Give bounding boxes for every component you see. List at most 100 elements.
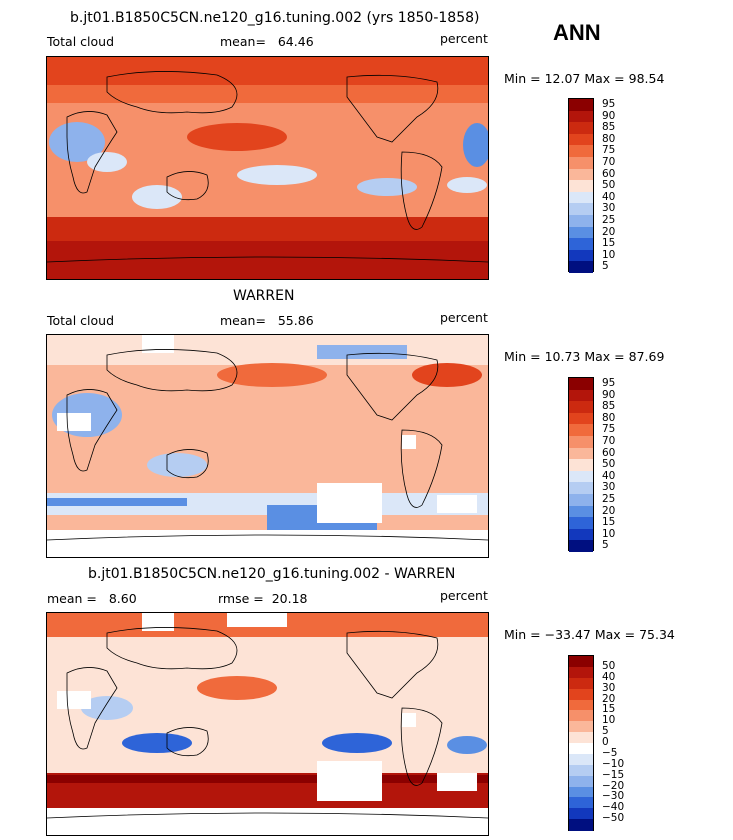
colorbar-swatch (569, 819, 593, 831)
australia-outline (166, 449, 209, 479)
panel2-map (46, 334, 489, 558)
panel3-rmse-text: rmse = (218, 591, 264, 606)
colorbar-label: −5 (602, 746, 618, 759)
subtropical-clear-1 (237, 165, 317, 185)
colorbar-swatch (569, 378, 593, 391)
panel2-range-text: Min = 10.73 Max = 87.69 (504, 349, 665, 364)
north-america-outline (346, 74, 439, 143)
colorbar-label: 20 (602, 692, 616, 705)
panel3-rmse-label: rmse = 20.18 (218, 591, 308, 606)
colorbar-swatch (569, 215, 593, 228)
north-midlat-band (47, 85, 488, 103)
south-america-outline (400, 151, 443, 230)
colorbar-swatch (569, 110, 593, 123)
panel1-units-label: percent (440, 31, 488, 46)
panel2-variable-label: Total cloud (47, 313, 115, 328)
panel1-map-svg (47, 57, 488, 279)
colorbar-label: 50 (602, 458, 616, 471)
panel3-rmse-value: 20.18 (271, 591, 308, 606)
colorbar-swatch (569, 99, 593, 112)
antarctica-outline (47, 812, 488, 819)
colorbar-label: 80 (602, 132, 616, 145)
colorbar-label: 30 (602, 202, 616, 215)
colorbar-label: 60 (602, 167, 616, 180)
colorbar-label: 10 (602, 714, 616, 727)
colorbar-swatch (569, 180, 593, 193)
eurasia-outline (106, 71, 238, 114)
colorbar-swatch (569, 482, 593, 495)
missing-data-1 (142, 335, 174, 353)
arabia-clear-region (87, 152, 127, 172)
missing-data-2 (227, 613, 287, 627)
colorbar-swatch (569, 226, 593, 239)
colorbar-label: 10 (602, 248, 616, 261)
colorbar-label: 30 (602, 481, 616, 494)
arctic-band (47, 335, 488, 365)
south-america-outline (400, 707, 443, 786)
panel2-mean-value: 55.86 (277, 313, 314, 328)
colorbar-swatch (569, 775, 593, 787)
colorbar-label: 50 (602, 659, 616, 672)
colorbar-label: −50 (602, 812, 625, 825)
colorbar-label: 25 (602, 214, 616, 226)
colorbar-swatch (569, 743, 593, 755)
colorbar-swatch (569, 494, 593, 507)
negative-diff-4 (447, 736, 487, 754)
north-america-outline (346, 630, 439, 699)
colorbar-label: 5 (602, 539, 609, 552)
colorbar-label: 85 (602, 121, 616, 134)
season-label: ANN (553, 20, 601, 45)
panel2-map-svg (47, 335, 488, 557)
panel1-map (46, 56, 489, 280)
warm-pool-diff (197, 676, 277, 700)
colorbar-swatch (569, 666, 593, 679)
warm-pool-cloud (187, 123, 287, 151)
colorbar-label: 5 (602, 260, 609, 273)
colorbar-label: 15 (602, 703, 616, 716)
colorbar-label: 0 (602, 736, 609, 748)
colorbar-label: 85 (602, 400, 616, 413)
colorbar-label: −10 (602, 757, 625, 770)
colorbar-swatch (569, 688, 593, 700)
antarctica-missing (47, 808, 488, 835)
africa-outline (66, 111, 118, 194)
colorbar-label: 60 (602, 446, 616, 459)
colorbar-label: 10 (602, 527, 616, 540)
australia-clear (147, 453, 207, 477)
panel3-colorbar-box (568, 655, 594, 831)
panel3-units-label: percent (440, 588, 488, 603)
missing-data-1 (142, 613, 174, 631)
colorbar-swatch (569, 238, 593, 251)
missing-data-5 (317, 761, 382, 801)
colorbar-label: 75 (602, 423, 616, 436)
colorbar-swatch (569, 710, 593, 722)
colorbar-label: 70 (602, 435, 616, 447)
colorbar-label: −30 (602, 790, 625, 803)
panel3-title: b.jt01.B1850C5CN.ne120_g16.tuning.002 - … (88, 566, 456, 582)
colorbar-swatch (569, 699, 593, 711)
subtropical-clear-3 (447, 177, 487, 193)
colorbar-label: 95 (602, 377, 616, 389)
colorbar-label: −15 (602, 768, 625, 781)
atlantic-storm-track (412, 363, 482, 387)
australia-outline (166, 171, 209, 201)
antarctica-outline (47, 534, 488, 541)
southern-max-diff (47, 775, 488, 783)
missing-data-2 (57, 413, 91, 431)
colorbar-label: 5 (602, 725, 609, 738)
colorbar-label: 30 (602, 681, 616, 694)
negative-diff-1 (81, 696, 133, 720)
colorbar-swatch (569, 157, 593, 170)
missing-data-3 (57, 691, 91, 709)
panel3-map-svg (47, 613, 488, 835)
australia-outline (166, 727, 209, 757)
colorbar-swatch (569, 447, 593, 460)
africa-outline (66, 667, 118, 750)
panel2-mean-text: mean= (220, 313, 266, 328)
colorbar-swatch (569, 470, 593, 483)
colorbar-label: 20 (602, 504, 616, 517)
sahara-east-clear-region (463, 123, 488, 167)
colorbar-swatch (569, 656, 593, 668)
panel1-title: b.jt01.B1850C5CN.ne120_g16.tuning.002 (y… (70, 10, 480, 26)
colorbar-label: 15 (602, 516, 616, 529)
